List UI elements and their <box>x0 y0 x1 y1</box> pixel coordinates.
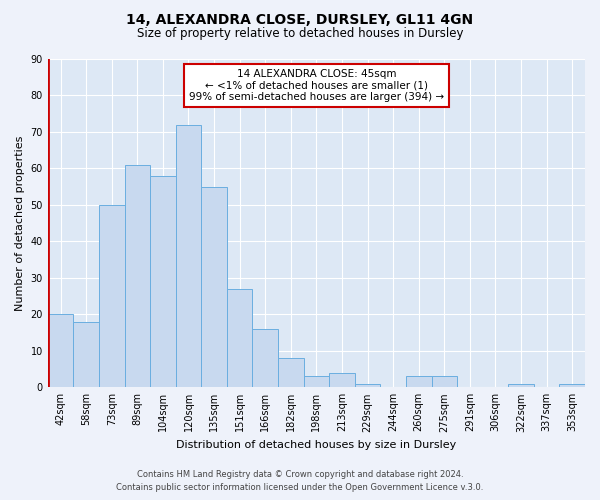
Bar <box>355 384 380 388</box>
Bar <box>253 329 278 388</box>
Bar <box>329 372 355 388</box>
Text: 14, ALEXANDRA CLOSE, DURSLEY, GL11 4GN: 14, ALEXANDRA CLOSE, DURSLEY, GL11 4GN <box>127 12 473 26</box>
Text: Contains HM Land Registry data © Crown copyright and database right 2024.
Contai: Contains HM Land Registry data © Crown c… <box>116 470 484 492</box>
X-axis label: Distribution of detached houses by size in Dursley: Distribution of detached houses by size … <box>176 440 457 450</box>
Bar <box>48 314 73 388</box>
Bar <box>125 165 150 388</box>
Y-axis label: Number of detached properties: Number of detached properties <box>15 136 25 311</box>
Bar <box>227 289 253 388</box>
Bar <box>406 376 431 388</box>
Text: 14 ALEXANDRA CLOSE: 45sqm
← <1% of detached houses are smaller (1)
99% of semi-d: 14 ALEXANDRA CLOSE: 45sqm ← <1% of detac… <box>189 69 444 102</box>
Bar <box>150 176 176 388</box>
Bar <box>201 186 227 388</box>
Bar <box>278 358 304 388</box>
Bar <box>176 124 201 388</box>
Bar <box>99 205 125 388</box>
Bar <box>431 376 457 388</box>
Bar <box>73 322 99 388</box>
Bar <box>559 384 585 388</box>
Bar <box>304 376 329 388</box>
Text: Size of property relative to detached houses in Dursley: Size of property relative to detached ho… <box>137 28 463 40</box>
Bar <box>508 384 534 388</box>
